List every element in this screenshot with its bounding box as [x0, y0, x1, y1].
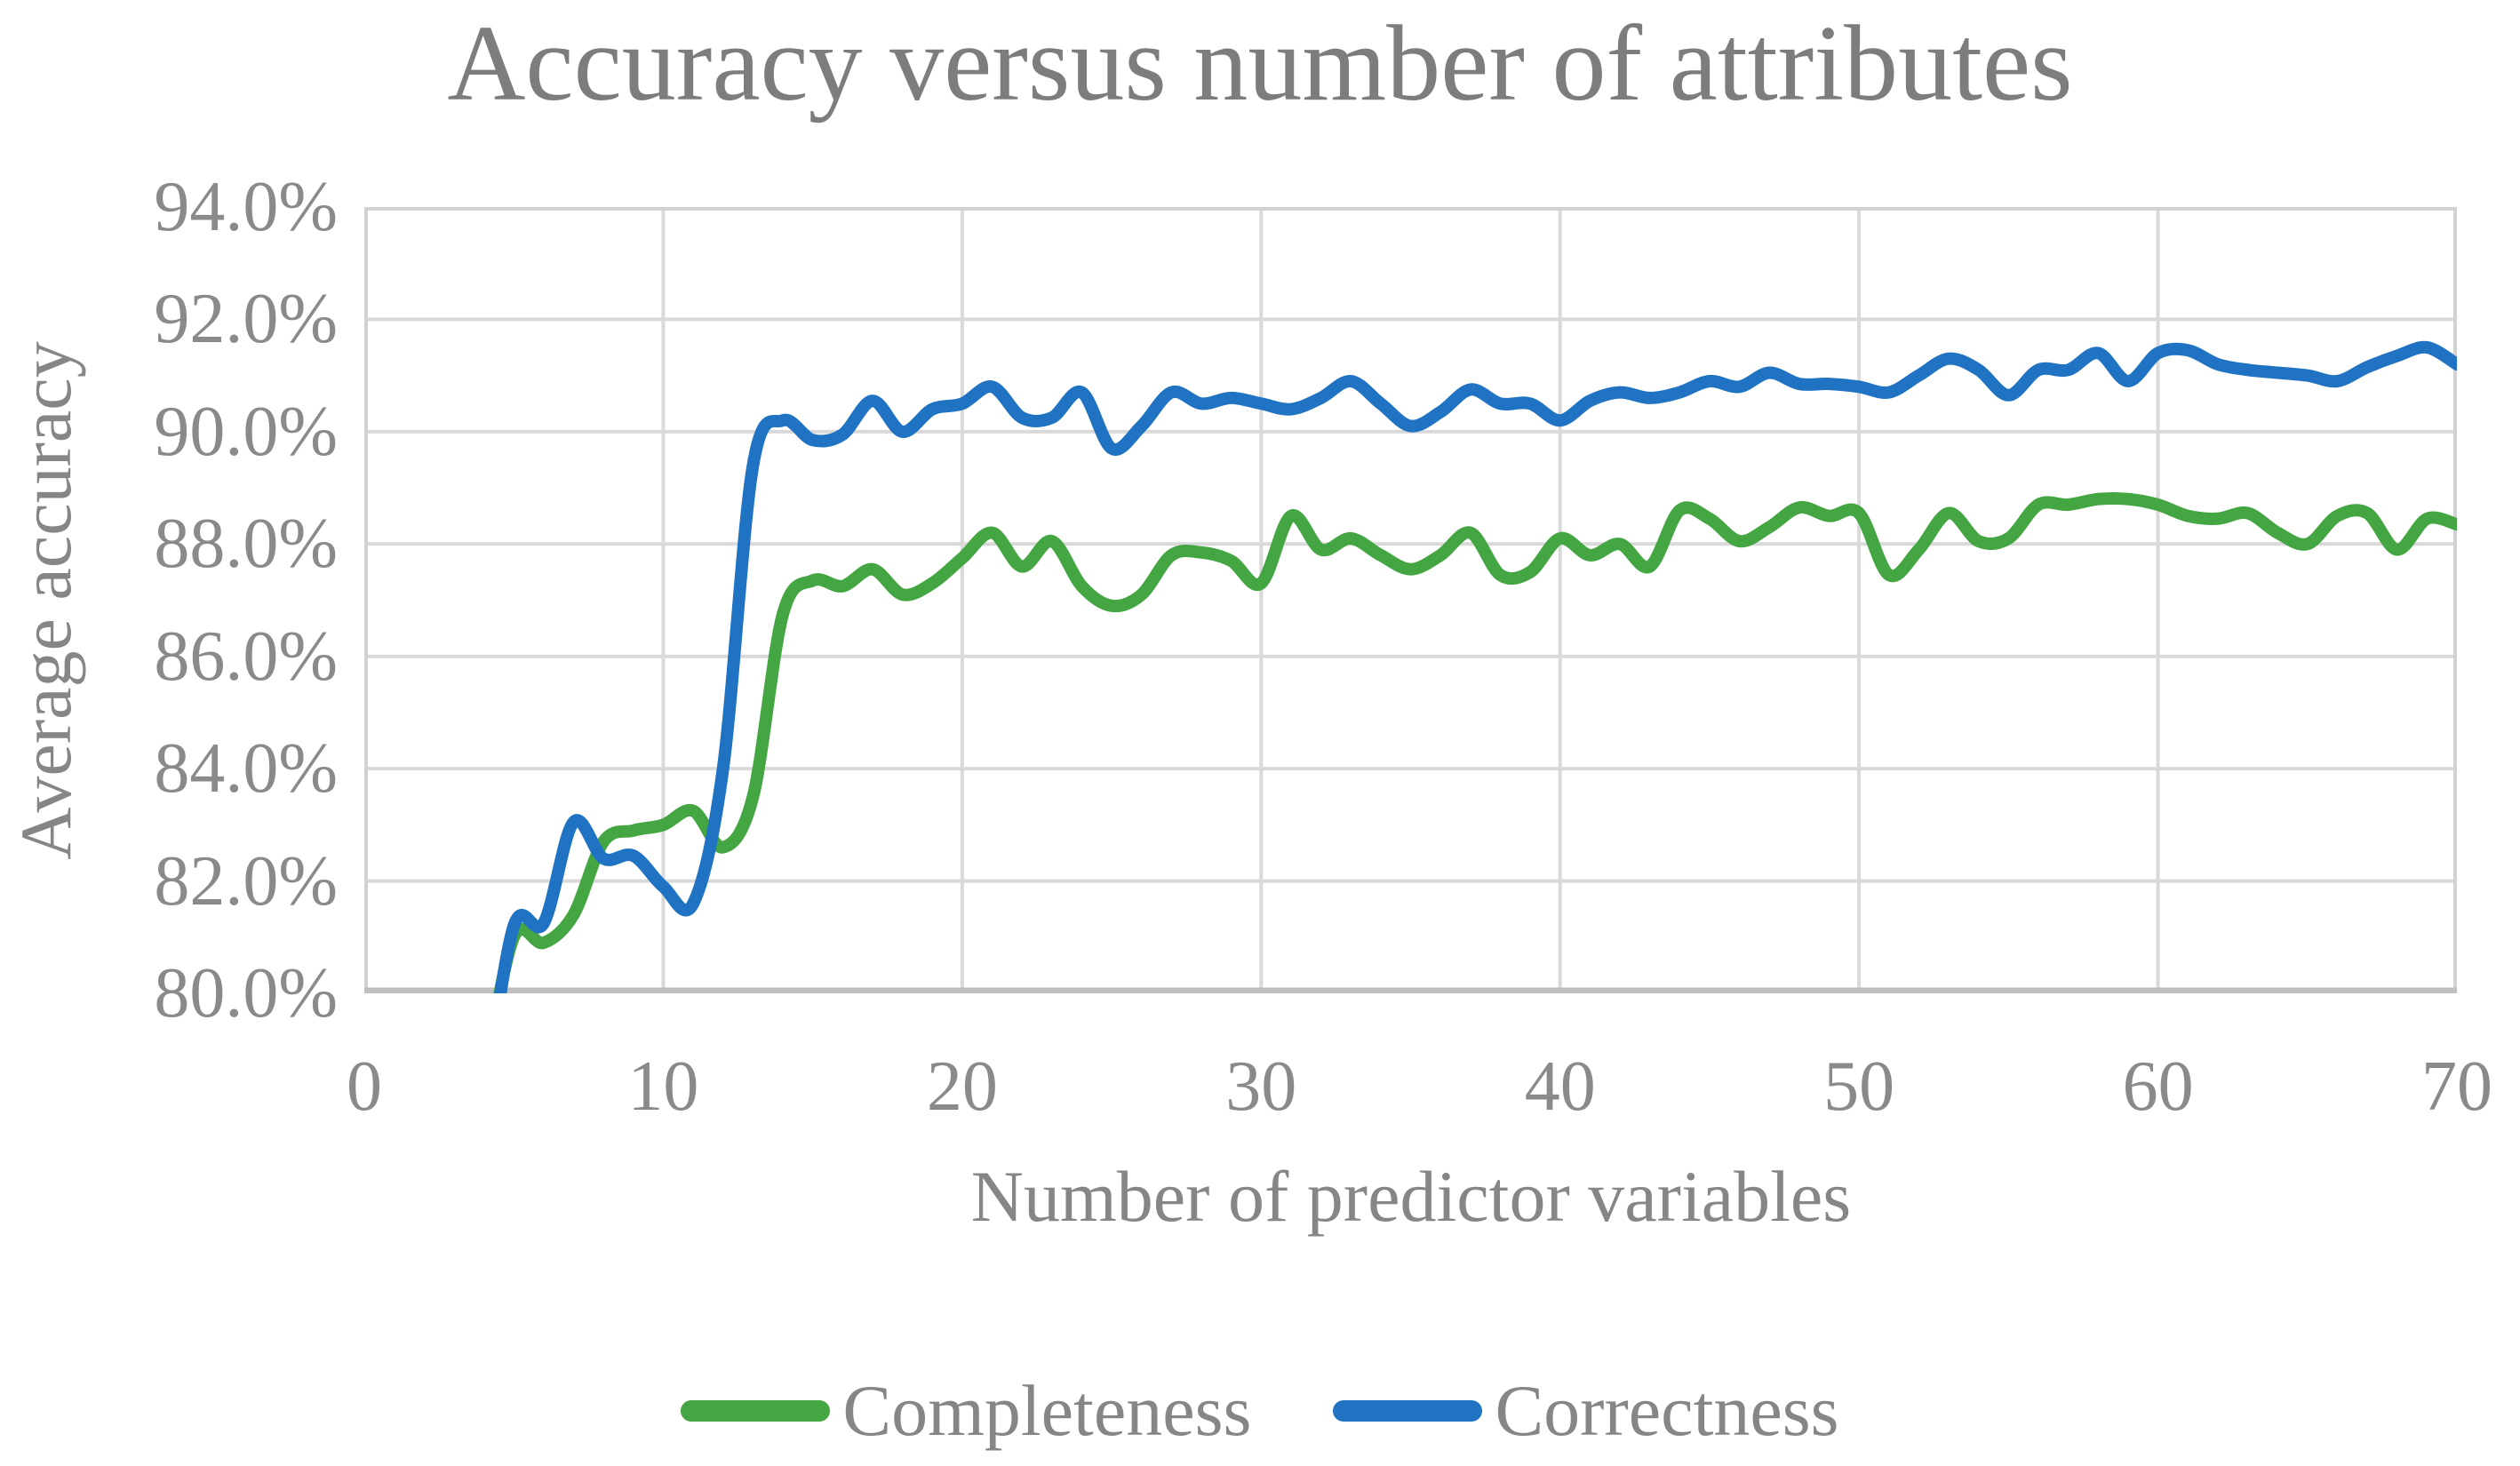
x-tick-label: 70: [2421, 1048, 2492, 1126]
legend-swatch-completeness: [681, 1400, 831, 1422]
x-tick-label: 0: [347, 1048, 382, 1126]
y-tick-label: 92.0%: [154, 280, 338, 359]
legend-swatch-correctness: [1333, 1400, 1483, 1422]
y-tick-label: 90.0%: [154, 392, 338, 471]
x-tick-label: 10: [627, 1048, 699, 1126]
legend-item-correctness: Correctness: [1333, 1370, 1839, 1451]
y-tick-label: 88.0%: [154, 505, 338, 584]
legend: Completeness Correctness: [0, 1371, 2520, 1451]
x-axis-title: Number of predictor variables: [970, 1156, 1852, 1237]
y-tick-label: 86.0%: [154, 617, 338, 696]
series-lines: [493, 340, 2457, 993]
x-tick-label: 50: [1823, 1048, 1895, 1126]
y-tick-label: 94.0%: [154, 168, 338, 246]
plot-border: [364, 207, 2457, 993]
plot-area: [364, 207, 2457, 993]
y-tick-label: 82.0%: [154, 841, 338, 920]
legend-label: Correctness: [1495, 1370, 1839, 1451]
x-tick-label: 60: [2122, 1048, 2194, 1126]
x-tick-label: 20: [926, 1048, 998, 1126]
series-line-correctness: [494, 340, 2457, 993]
y-tick-label: 84.0%: [154, 729, 338, 809]
gridlines: [364, 207, 2457, 993]
legend-item-completeness: Completeness: [681, 1371, 1251, 1451]
x-tick-label: 40: [1524, 1048, 1596, 1126]
chart-title: Accuracy versus number of attributes: [447, 4, 2073, 123]
legend-label: Completeness: [842, 1370, 1252, 1451]
series-line-completeness: [493, 491, 2457, 993]
x-tick-label: 30: [1225, 1048, 1297, 1126]
y-tick-label: 80.0%: [154, 954, 338, 1032]
